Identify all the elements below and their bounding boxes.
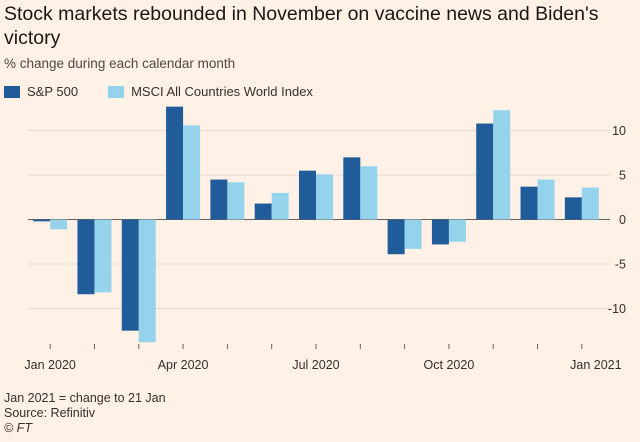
bar-sp500-1 (77, 219, 95, 295)
bar-sp500-0 (33, 219, 51, 222)
y-tick-label: 0 (619, 213, 626, 227)
bar-sp500-2 (121, 219, 139, 331)
bar-msci-6 (316, 174, 333, 220)
y-tick-label: -10 (608, 302, 626, 316)
bar-msci-5 (271, 192, 289, 220)
bar-msci-10 (493, 110, 511, 220)
chart-subtitle: % change during each calendar month (4, 56, 236, 71)
x-tick-label: Jan 2020 (24, 358, 75, 372)
grid-lines (28, 130, 610, 309)
bar-msci-0 (50, 219, 68, 230)
bar-sp500-7 (343, 157, 361, 220)
footer-note: Jan 2021 = change to 21 Jan (4, 391, 166, 405)
y-tick-label: -5 (615, 258, 626, 272)
bar-msci-11 (537, 179, 555, 220)
x-axis-ticks: Jan 2020 Apr 2020 Jul 2020 Oct 2020 Jan 2021 (24, 344, 622, 372)
bar-sp500-12 (564, 197, 582, 220)
y-axis-ticks: -10 -5 0 5 10 (608, 124, 626, 316)
bar-msci-8 (404, 219, 422, 249)
bar-sp500-11 (520, 186, 538, 220)
bar-msci-7 (360, 166, 378, 220)
bar-sp500-6 (299, 170, 316, 220)
x-tick-label: Apr 2020 (158, 358, 209, 372)
bar-msci-1 (94, 219, 112, 293)
bar-msci-9 (448, 219, 466, 242)
bar-sp500-4 (210, 179, 228, 220)
bar-sp500-8 (387, 219, 405, 255)
bar-sp500-3 (166, 106, 184, 220)
legend-swatch-sp500 (4, 85, 20, 98)
x-tick-label: Oct 2020 (424, 358, 475, 372)
legend-swatch-msci (108, 85, 125, 98)
legend-label-msci: MSCI All Countries World Index (131, 84, 313, 99)
legend: S&P 500 MSCI All Countries World Index (4, 84, 343, 99)
y-tick-label: 5 (619, 169, 626, 183)
bar-msci-3 (183, 125, 201, 220)
footer: Jan 2021 = change to 21 Jan Source: Refi… (4, 391, 166, 436)
x-tick-label: Jan 2021 (570, 358, 621, 372)
footer-source: Source: Refinitiv (4, 406, 96, 420)
bars (33, 106, 599, 343)
x-tick-label: Jul 2020 (292, 358, 339, 372)
chart-title: Stock markets rebounded in November on v… (4, 3, 599, 49)
legend-item-msci: MSCI All Countries World Index (108, 84, 313, 99)
footer-credit: © FT (4, 421, 32, 435)
bar-sp500-5 (254, 203, 272, 220)
y-tick-label: 10 (612, 124, 626, 138)
legend-item-sp500: S&P 500 (4, 84, 78, 99)
bar-msci-4 (227, 182, 245, 220)
bar-msci-2 (138, 219, 156, 343)
bar-msci-12 (581, 187, 599, 220)
bar-sp500-10 (476, 123, 494, 220)
bar-sp500-9 (431, 219, 449, 245)
legend-label-sp500: S&P 500 (27, 84, 79, 99)
